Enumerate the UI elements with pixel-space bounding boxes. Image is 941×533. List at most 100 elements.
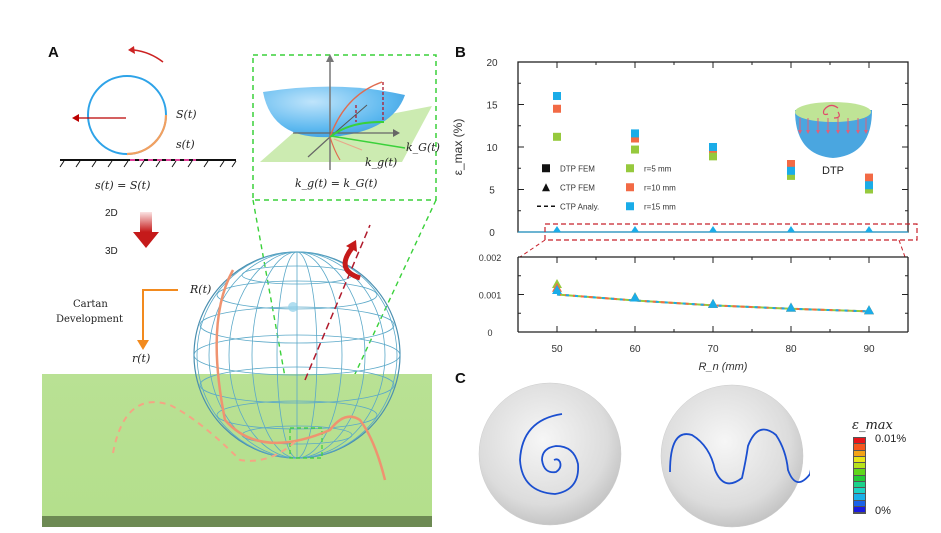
data-point-square xyxy=(709,143,717,151)
colorbar-segment xyxy=(854,450,865,457)
inset-equation: k_g(t) = k_G(t) xyxy=(295,177,378,190)
label-2d: 2D xyxy=(105,208,118,219)
y-tick-label: 0.002 xyxy=(479,253,502,263)
cartan-label-2: Development xyxy=(56,314,123,325)
data-point-square xyxy=(709,152,717,161)
colorbar xyxy=(853,437,866,514)
colorbar-segment xyxy=(854,469,865,476)
contact-arc xyxy=(126,114,168,156)
legend-triangle-icon xyxy=(542,183,550,192)
rolling-circle-diagram xyxy=(59,46,237,168)
cartan-arrow xyxy=(142,289,178,342)
data-point-square xyxy=(553,104,561,113)
data-point-square xyxy=(787,160,795,168)
panel-c-label: C xyxy=(455,370,466,387)
cartan-label-1: Cartan xyxy=(73,299,108,310)
legend-label: CTP Analy. xyxy=(560,202,599,211)
colorbar-segment xyxy=(854,444,865,451)
data-point-triangle xyxy=(553,226,561,232)
panel-a-label: A xyxy=(48,44,59,61)
legend-label: r=15 mm xyxy=(644,202,676,211)
inset-geodesic-diagram xyxy=(260,54,432,170)
legend-label: CTP FEM xyxy=(560,183,595,192)
legend-color-swatch xyxy=(626,164,634,173)
colorbar-max-label: 0.01% xyxy=(875,433,907,445)
data-point-square xyxy=(631,134,639,143)
y-tick-label: 20 xyxy=(486,58,498,69)
colorbar-segment xyxy=(854,481,865,488)
data-point-triangle xyxy=(786,302,796,312)
developed-curve xyxy=(112,401,298,462)
x-axis-label: R_n (mm) xyxy=(699,361,748,373)
legend-label: r=5 mm xyxy=(644,164,672,173)
sphere-spiral xyxy=(478,382,622,526)
data-point-square xyxy=(787,166,795,175)
rolling-equation: s(t) = S(t) xyxy=(95,179,151,192)
data-point-triangle xyxy=(709,226,717,232)
sphere-wave xyxy=(660,384,810,528)
colorbar-segment xyxy=(854,463,865,470)
label-S-t: S(t) xyxy=(176,108,197,121)
data-point-triangle xyxy=(631,226,639,232)
data-point-square xyxy=(865,185,873,194)
data-point-triangle xyxy=(708,298,718,308)
rotation-axis xyxy=(304,224,371,381)
y-axis-label: ε_max (%) xyxy=(451,119,465,176)
wave-curve xyxy=(669,428,810,485)
rotation-arrow-3d xyxy=(342,246,361,281)
x-tick-label: 60 xyxy=(629,344,641,355)
colorbar-segment xyxy=(854,506,865,513)
panel-b-chart: 0 5 10 15 20 ε_max (%) DTP FEM CTP FEM CTP Analy… xyxy=(451,58,918,373)
panel-b-label: B xyxy=(455,44,466,61)
panel-c-spheres xyxy=(478,382,810,528)
data-point-square xyxy=(553,92,561,100)
legend-label: DTP FEM xyxy=(560,164,595,173)
legend-square-icon xyxy=(542,164,550,173)
label-kg: k_g(t) xyxy=(365,156,398,169)
label-r-t: r(t) xyxy=(132,352,151,365)
legend-color-swatch xyxy=(626,183,634,192)
data-point-square xyxy=(865,173,873,182)
data-point-triangle xyxy=(630,292,640,302)
label-R-t: R(t) xyxy=(190,283,212,296)
colorbar-title: ε_max xyxy=(852,418,893,433)
data-point-triangle xyxy=(552,285,562,294)
data-point-square xyxy=(631,129,639,138)
data-point-square xyxy=(553,132,561,141)
zoom-line xyxy=(519,239,546,258)
rotation-arrow xyxy=(133,49,164,63)
y-tick-label: 15 xyxy=(486,101,498,112)
x-tick-label: 80 xyxy=(785,344,797,355)
data-point-square xyxy=(865,181,873,190)
y-tick-label: 0.001 xyxy=(479,291,502,301)
data-point-square xyxy=(787,171,795,180)
colorbar-segment xyxy=(854,494,865,501)
data-point-triangle xyxy=(865,226,873,232)
y-tick-label: 5 xyxy=(489,186,495,197)
legend-label: r=10 mm xyxy=(644,183,676,192)
label-kG: k_G(t) xyxy=(406,141,440,154)
colorbar-segment xyxy=(854,488,865,495)
colorbar-segment xyxy=(854,438,865,445)
x-tick-label: 50 xyxy=(551,344,563,355)
colorbar-segment xyxy=(854,475,865,482)
label-3d: 3D xyxy=(105,246,118,257)
dtp-inset-icon xyxy=(795,102,872,158)
x-tick-label: 90 xyxy=(863,344,875,355)
legend-color-swatch xyxy=(626,202,634,211)
inset-box xyxy=(252,54,437,201)
spiral-curve xyxy=(519,413,579,495)
zoom-line xyxy=(898,239,906,258)
colorbar-segment xyxy=(854,500,865,507)
label-s-t: s(t) xyxy=(176,138,195,151)
y-tick-label: 0 xyxy=(487,328,492,338)
sphere-curve xyxy=(215,269,387,481)
down-arrow-icon xyxy=(133,232,159,248)
x-tick-label: 70 xyxy=(707,344,719,355)
dtp-label: DTP xyxy=(822,165,844,177)
zoom-box xyxy=(544,223,918,241)
y-tick-label: 0 xyxy=(489,228,495,239)
colorbar-min-label: 0% xyxy=(875,505,891,517)
data-point-triangle xyxy=(787,226,795,232)
panel-a-figure xyxy=(42,46,437,527)
